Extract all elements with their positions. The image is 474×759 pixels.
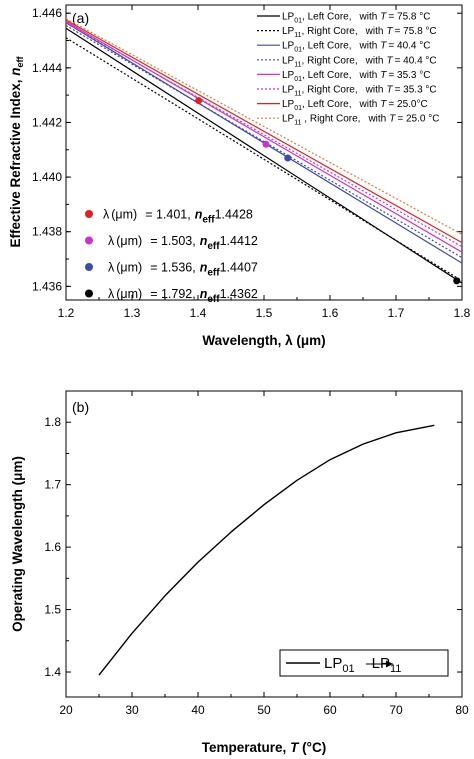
chart-b: (b) 1.4 1.5 1.6 1.7 1.8 20 30 40 50 60 70 80 LP01 L… [10, 390, 469, 755]
chart-a-annotation: λ (μm) = 1.401, neff1.4428 [103, 208, 253, 226]
chart-a-point-2 [262, 140, 270, 148]
chart-b-panel-label: (b) [72, 399, 89, 415]
chart-a-x-tick-label: 1.3 [124, 306, 141, 320]
chart-a-x-tick-label: 1.4 [190, 306, 207, 320]
chart-b-x-axis: 20 30 40 50 60 70 80 [59, 391, 469, 717]
chart-a-x-tick-label: 1.8 [454, 306, 471, 320]
chart-a-point-1 [195, 97, 203, 105]
chart-a-y-axis: 1.436 1.438 1.440 1.442 1.444 1.446 [32, 6, 462, 293]
chart-a-points [195, 97, 461, 285]
chart-a-y-tick-label: 1.444 [32, 61, 62, 75]
chart-a-series-line-7 [65, 19, 463, 244]
chart-b-x-tick-label: 70 [389, 703, 403, 717]
chart-a-legend-entry: LP01, Left Core, with T = 75.8 °C [282, 12, 431, 25]
chart-b-x-tick-label: 80 [455, 703, 469, 717]
chart-b-series [98, 424, 435, 676]
chart-a-annotations: λ (μm) = 1.401, neff1.4428 λ (μm) = 1.503, neff… [85, 208, 258, 305]
chart-a-y-tick-label: 1.436 [32, 279, 62, 293]
chart-a-annotation-marker [85, 289, 93, 298]
chart-b-x-tick-label: 30 [125, 703, 139, 717]
chart-a-legend-entry: LP11, Right Core, with T = 75.8 °C [282, 26, 437, 39]
chart-b-x-tick-label: 50 [257, 703, 271, 717]
chart-b-y-axis: 1.4 1.5 1.6 1.7 1.8 [44, 415, 462, 679]
chart-a-legend-entry: LP01, Left Core, with T = 35.3 °C [282, 70, 431, 83]
chart-b-y-tick-label: 1.7 [44, 478, 61, 492]
chart-a-annotation: λ (μm) = 1.536, neff1.4407 [108, 261, 258, 279]
chart-b-x-tick-label: 40 [191, 703, 205, 717]
chart-a-series-line-8 [65, 18, 463, 235]
chart-a-annotation: λ (μm) = 1.503, neff1.4412 [108, 234, 258, 252]
chart-b-y-tick-label: 1.8 [44, 415, 61, 429]
chart-a-legend-entry: LP01, Left Core, with T = 25.0°C [282, 99, 428, 112]
chart-a-y-tick-label: 1.440 [32, 170, 62, 184]
chart-a-legend-entry: LP11, Right Core, with T = 40.4 °C [282, 55, 437, 68]
chart-b-y-tick-label: 1.6 [44, 540, 61, 554]
chart-a-x-label: Wavelength, λ (μm) [202, 333, 325, 348]
chart-a-x-axis: 1.2 1.3 1.4 1.5 1.6 1.7 1.8 [58, 5, 471, 320]
chart-a-x-tick-label: 1.7 [388, 306, 405, 320]
chart-b-legend-text: LP01 LP11 [324, 655, 401, 675]
chart-a-panel-label: (a) [72, 10, 89, 26]
chart-a-annotation-marker [85, 236, 93, 245]
chart-a-y-tick-label: 1.442 [32, 115, 62, 129]
chart-a-x-tick-label: 1.6 [322, 306, 339, 320]
chart-b-x-tick-label: 60 [323, 703, 337, 717]
chart-a-y-tick-label: 1.446 [32, 6, 62, 20]
chart-a-y-label: Effective Refractive Index, neff [8, 55, 25, 247]
chart-a-point-3 [284, 154, 292, 162]
chart-a-annotation-marker [85, 210, 93, 218]
chart-a-point-4 [453, 277, 461, 285]
chart-b-y-tick-label: 1.5 [44, 603, 61, 617]
chart-b-x-tick-label: 20 [59, 703, 73, 717]
chart-b-legend: LP01 LP11 [279, 649, 449, 677]
chart-a-legend-entry: LP01, Left Core, with T = 40.4 °C [282, 41, 431, 54]
chart-a-annotation-marker [85, 263, 93, 271]
chart-a-legend-entry: LP11 , Right Core, with T = 25.0 °C [282, 114, 439, 127]
chart-b-legend-arrowhead [386, 660, 393, 668]
chart-b-y-tick-label: 1.4 [44, 665, 61, 679]
chart-a-x-tick-label: 1.5 [256, 306, 273, 320]
chart-b-series-line-1 [98, 424, 435, 676]
chart-a-x-tick-label: 1.2 [58, 306, 75, 320]
chart-a-series-line-2 [65, 37, 463, 282]
chart-a-series-line-5 [65, 20, 463, 253]
chart-a-series-line-1 [65, 27, 463, 284]
chart-a-legend-entry: LP11, Right Core, with T = 35.3 °C [282, 85, 437, 98]
chart-a-y-tick-label: 1.438 [32, 225, 62, 239]
chart-b-x-label: Temperature, T (°C) [202, 740, 326, 755]
chart-a-annotation: λ (μm) = 1.792, neff1.4362 [108, 287, 258, 305]
chart-b-y-label: Operating Wavelength (μm) [10, 456, 25, 632]
